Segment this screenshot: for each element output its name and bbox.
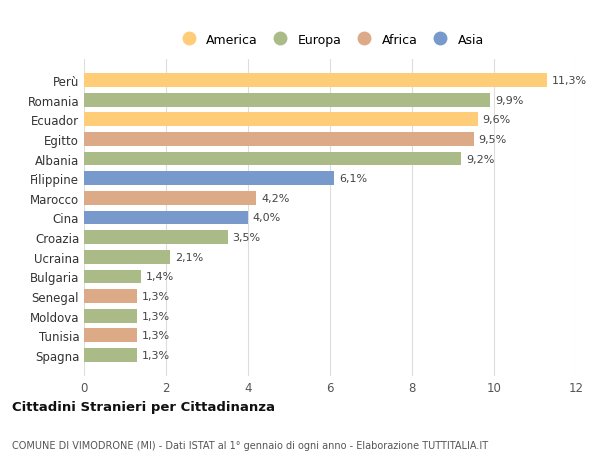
- Text: 3,5%: 3,5%: [232, 233, 260, 243]
- Text: 6,1%: 6,1%: [339, 174, 367, 184]
- Text: 9,2%: 9,2%: [466, 154, 494, 164]
- Text: 4,0%: 4,0%: [253, 213, 281, 223]
- Bar: [84, 329, 137, 342]
- Bar: [84, 152, 461, 166]
- Text: COMUNE DI VIMODRONE (MI) - Dati ISTAT al 1° gennaio di ogni anno - Elaborazione : COMUNE DI VIMODRONE (MI) - Dati ISTAT al…: [12, 440, 488, 450]
- Text: 4,2%: 4,2%: [261, 193, 289, 203]
- Legend: America, Europa, Africa, Asia: America, Europa, Africa, Asia: [173, 31, 487, 49]
- Text: 2,1%: 2,1%: [175, 252, 203, 262]
- Bar: [84, 172, 334, 186]
- Text: 1,3%: 1,3%: [142, 350, 170, 360]
- Bar: [84, 309, 137, 323]
- Bar: [84, 94, 490, 107]
- Text: Cittadini Stranieri per Cittadinanza: Cittadini Stranieri per Cittadinanza: [12, 400, 275, 413]
- Bar: [84, 348, 137, 362]
- Bar: [84, 250, 170, 264]
- Text: 1,4%: 1,4%: [146, 272, 175, 282]
- Text: 1,3%: 1,3%: [142, 311, 170, 321]
- Bar: [84, 290, 137, 303]
- Bar: [84, 113, 478, 127]
- Text: 1,3%: 1,3%: [142, 330, 170, 341]
- Bar: [84, 74, 547, 88]
- Text: 9,6%: 9,6%: [482, 115, 511, 125]
- Text: 9,5%: 9,5%: [478, 134, 506, 145]
- Bar: [84, 231, 227, 245]
- Text: 9,9%: 9,9%: [495, 95, 523, 106]
- Bar: [84, 270, 142, 284]
- Bar: [84, 211, 248, 225]
- Bar: [84, 133, 473, 146]
- Text: 11,3%: 11,3%: [552, 76, 587, 86]
- Text: 1,3%: 1,3%: [142, 291, 170, 302]
- Bar: [84, 191, 256, 205]
